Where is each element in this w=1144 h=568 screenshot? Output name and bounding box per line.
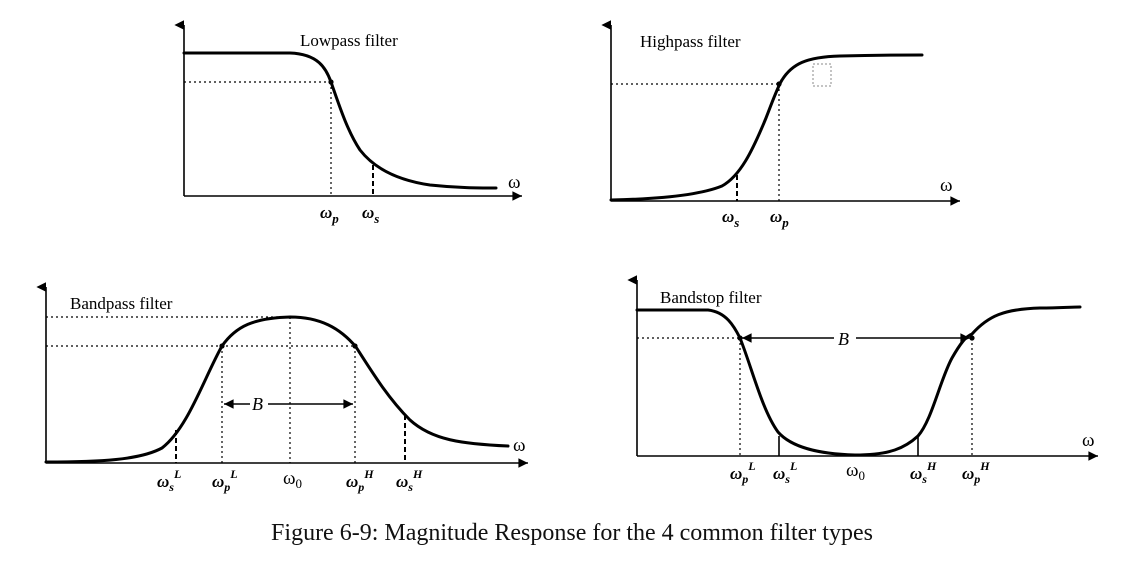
bandpass-pass-high-point [352, 343, 358, 349]
bandstop-pass-low-point [737, 335, 743, 341]
bandpass-bandwidth-label: B [252, 394, 263, 414]
bandstop-tick-center: ω0 [846, 460, 865, 483]
lowpass-curve [182, 51, 498, 190]
bandstop-tick-wp-low: ωpL [730, 459, 756, 486]
bandpass-title: Bandpass filter [70, 294, 173, 313]
bandstop-title: Bandstop filter [660, 288, 762, 307]
bandpass-tick-ws-high: ωsH [396, 467, 423, 494]
highpass-artifact-box [812, 63, 832, 87]
highpass-tick-wp: ωp [770, 207, 789, 230]
highpass-curve [609, 53, 924, 202]
highpass-pass-point [776, 81, 782, 87]
lowpass-omega-label: ω [508, 172, 521, 193]
bandpass-curve [44, 315, 510, 464]
bandpass-tick-wp-low: ωpL [212, 467, 238, 494]
bandpass-tick-ws-low: ωsL [157, 467, 181, 494]
lowpass-title: Lowpass filter [300, 31, 398, 50]
bandstop-omega-label: ω [1082, 430, 1095, 451]
bandpass-tick-center: ω0 [283, 468, 302, 491]
bandstop-tick-ws-high: ωsH [910, 459, 937, 486]
bandstop-bandwidth-label: B [838, 329, 849, 349]
highpass-panel: Highpass filter ω ωs ωp [601, 20, 960, 230]
bandpass-panel: Bandpass filter ω B ωsL ωpL ω0 ωpH ωsH [36, 282, 528, 494]
lowpass-panel: Lowpass filter ω ωp ωs [174, 20, 522, 226]
bandpass-omega-label: ω [513, 435, 526, 456]
bandstop-panel: Bandstop filter ω B ωpL ωsL ω0 ωsH ωpH [627, 275, 1098, 486]
bandstop-tick-ws-low: ωsL [773, 459, 797, 486]
lowpass-tick-ws: ωs [362, 203, 379, 226]
highpass-omega-label: ω [940, 175, 953, 196]
bandpass-tick-wp-high: ωpH [346, 467, 374, 494]
bandstop-curve [635, 305, 1082, 457]
bandstop-tick-wp-high: ωpH [962, 459, 990, 486]
bandstop-pass-high-point [969, 335, 975, 341]
lowpass-tick-wp: ωp [320, 203, 339, 226]
highpass-tick-ws: ωs [722, 207, 739, 230]
bandpass-pass-low-point [219, 343, 225, 349]
figure-caption: Figure 6-9: Magnitude Response for the 4… [271, 520, 873, 546]
lowpass-pass-point [328, 79, 334, 85]
highpass-title: Highpass filter [640, 32, 741, 51]
